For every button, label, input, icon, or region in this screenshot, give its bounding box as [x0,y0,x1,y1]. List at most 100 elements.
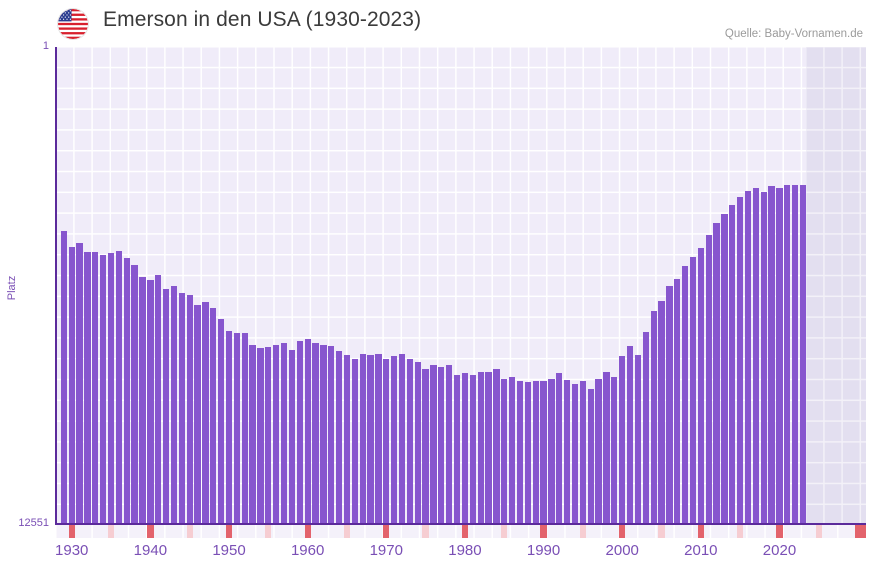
bar[interactable] [501,379,508,524]
bar[interactable] [619,356,626,524]
bar[interactable] [406,358,414,524]
bar[interactable] [398,354,406,524]
bar[interactable] [603,371,610,524]
us-flag-icon [58,9,88,39]
bar[interactable] [92,251,99,524]
bar[interactable] [461,373,469,524]
bar[interactable] [170,286,178,524]
bar[interactable] [705,235,712,524]
bar[interactable] [328,346,335,524]
bar[interactable] [571,384,579,524]
bar[interactable] [76,242,83,524]
bar[interactable] [422,368,429,524]
tick-mark-minor [658,525,665,538]
x-axis-tick-label: 1960 [290,542,325,559]
bar[interactable] [650,311,657,524]
bar[interactable] [273,344,280,524]
bar[interactable] [548,379,555,524]
bar[interactable] [131,265,138,524]
bar[interactable] [312,343,319,524]
bar[interactable] [210,308,217,524]
bar[interactable] [799,185,807,524]
bar[interactable] [744,191,752,524]
bar[interactable] [233,332,240,524]
bar[interactable] [776,187,783,524]
bar[interactable] [493,368,500,524]
bar[interactable] [107,253,115,524]
bar[interactable] [792,185,799,524]
bar[interactable] [768,186,775,524]
bar[interactable] [241,333,248,524]
bar[interactable] [752,187,760,524]
bar[interactable] [178,292,185,524]
bar[interactable] [681,265,689,524]
bar[interactable] [430,365,437,524]
bar[interactable] [265,347,272,524]
bar[interactable] [737,197,744,524]
bar[interactable] [508,376,516,524]
x-axis-tick-label: 1950 [212,542,246,559]
bar[interactable] [477,371,484,524]
bar[interactable] [288,349,296,524]
bar[interactable] [438,367,445,524]
bar[interactable] [634,355,642,524]
bar[interactable] [202,302,209,524]
bar[interactable] [367,354,374,524]
bar[interactable] [343,354,351,524]
bar[interactable] [257,348,264,524]
bar[interactable] [626,345,634,524]
bar[interactable] [713,222,720,524]
bar[interactable] [115,251,123,524]
bar[interactable] [359,353,366,524]
bar[interactable] [375,354,382,524]
bar[interactable] [674,278,681,524]
bar[interactable] [155,275,162,524]
bar[interactable] [532,381,539,524]
bar[interactable] [186,295,193,524]
bar[interactable] [296,340,303,524]
bar[interactable] [556,373,563,524]
bar[interactable] [391,355,398,524]
bar[interactable] [147,279,154,524]
bar[interactable] [68,246,75,524]
bar[interactable] [760,192,767,524]
bar[interactable] [784,185,791,524]
bar[interactable] [658,300,665,524]
bar[interactable] [453,374,461,524]
bar[interactable] [123,257,130,524]
bar[interactable] [729,205,736,524]
bar[interactable] [579,381,587,524]
bar[interactable] [642,332,649,524]
bar[interactable] [84,252,91,524]
bar[interactable] [100,255,107,524]
bar[interactable] [666,286,673,524]
bar[interactable] [564,379,571,524]
bar[interactable] [225,331,233,524]
bar[interactable] [194,305,201,524]
bar[interactable] [446,365,453,524]
bar[interactable] [335,351,343,524]
tick-mark-major [383,525,390,538]
bar[interactable] [320,344,327,524]
bar[interactable] [697,248,704,524]
bar[interactable] [383,358,390,524]
bar[interactable] [351,358,358,524]
bar[interactable] [595,378,602,524]
bar[interactable] [249,344,256,524]
bar[interactable] [139,276,146,524]
bar[interactable] [414,362,421,524]
bar[interactable] [516,381,524,524]
bar[interactable] [540,381,547,524]
bar[interactable] [60,230,67,524]
bar[interactable] [587,389,594,524]
bar[interactable] [218,319,225,524]
bar[interactable] [469,374,476,524]
bar[interactable] [689,256,697,524]
bar[interactable] [611,376,618,524]
bar[interactable] [162,289,170,524]
bar[interactable] [304,339,311,524]
bar[interactable] [485,371,492,524]
bar[interactable] [524,382,531,524]
bar[interactable] [721,214,728,524]
bar[interactable] [280,342,288,524]
